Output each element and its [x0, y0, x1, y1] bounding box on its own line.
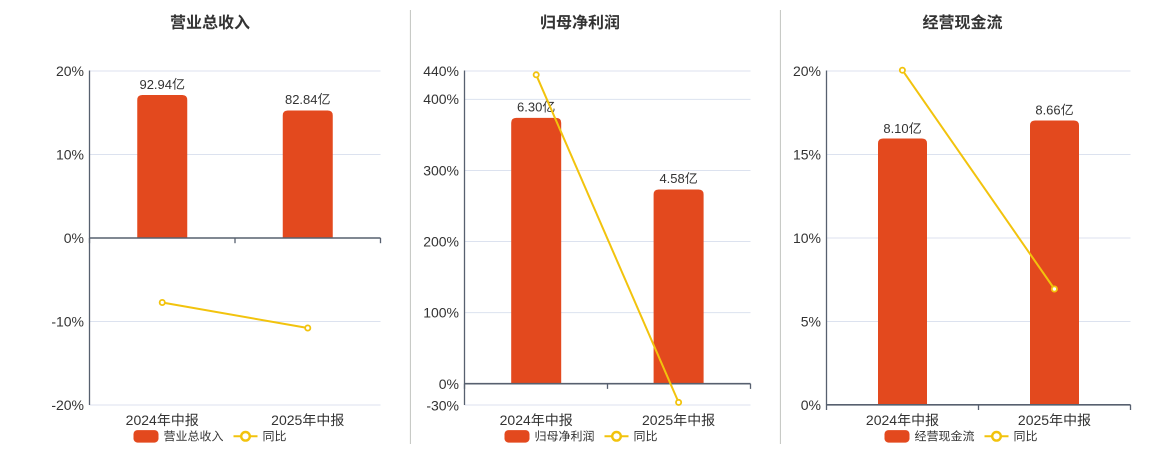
svg-text:440%: 440%: [423, 63, 459, 79]
svg-text:300%: 300%: [423, 162, 459, 178]
svg-text:15%: 15%: [793, 146, 821, 162]
svg-text:92.94: 92.94: [139, 77, 172, 92]
svg-text:20%: 20%: [793, 63, 821, 79]
svg-text:2025: 2025: [642, 412, 673, 428]
svg-text:0%: 0%: [64, 230, 84, 246]
svg-text:2024: 2024: [866, 412, 897, 428]
svg-text:2025: 2025: [1018, 412, 1049, 428]
svg-text:10%: 10%: [56, 146, 84, 162]
svg-text:-30%: -30%: [426, 397, 459, 413]
svg-text:-20%: -20%: [51, 397, 84, 413]
svg-text:6.30: 6.30: [517, 99, 542, 114]
svg-text:2025: 2025: [271, 412, 302, 428]
svg-text:4.58: 4.58: [659, 171, 684, 186]
svg-text:0%: 0%: [801, 397, 821, 413]
svg-text:2024: 2024: [126, 412, 157, 428]
svg-text:8.66: 8.66: [1035, 102, 1060, 117]
svg-text:400%: 400%: [423, 91, 459, 107]
svg-text:100%: 100%: [423, 304, 459, 320]
svg-text:5%: 5%: [801, 313, 821, 329]
svg-text:8.10: 8.10: [883, 121, 908, 136]
svg-text:10%: 10%: [793, 230, 821, 246]
svg-text:2024: 2024: [500, 412, 531, 428]
svg-text:82.84: 82.84: [285, 92, 318, 107]
svg-text:0%: 0%: [439, 376, 459, 392]
svg-text:-10%: -10%: [51, 313, 84, 329]
svg-text:20%: 20%: [56, 63, 84, 79]
svg-text:200%: 200%: [423, 233, 459, 249]
